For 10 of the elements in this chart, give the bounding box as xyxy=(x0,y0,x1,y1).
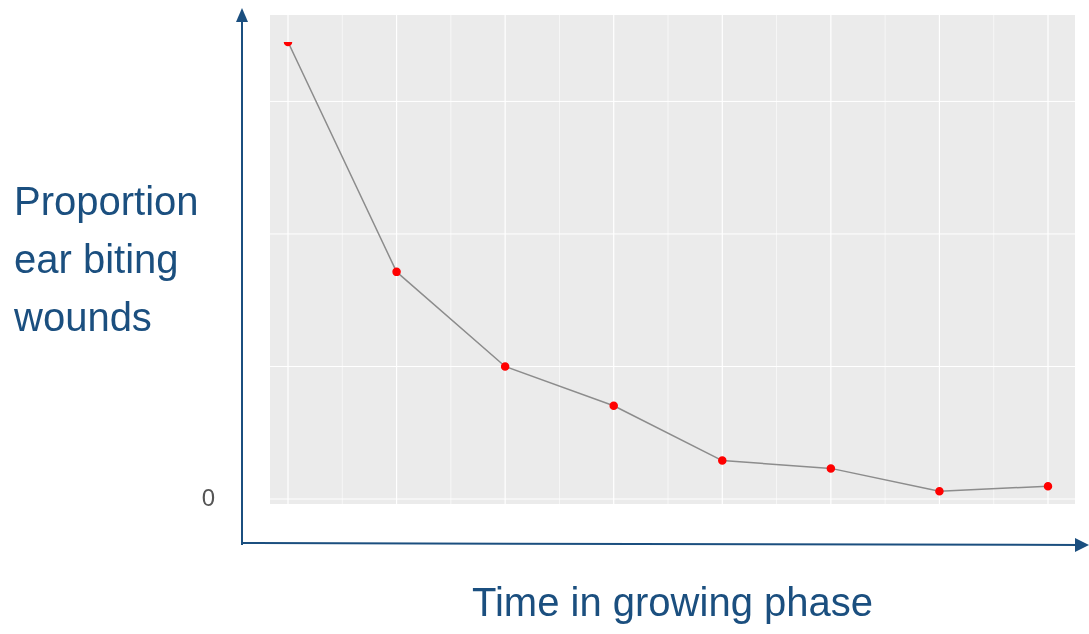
text: 0 xyxy=(201,483,215,511)
x-axis-title: Time in growing phase xyxy=(471,580,874,625)
point xyxy=(826,464,836,473)
point xyxy=(935,486,944,496)
point xyxy=(718,456,727,465)
point xyxy=(392,267,401,277)
point xyxy=(500,362,510,371)
y-axis-title: Proportion ear biting wounds xyxy=(14,178,200,341)
point xyxy=(609,401,618,411)
point xyxy=(1043,481,1053,491)
